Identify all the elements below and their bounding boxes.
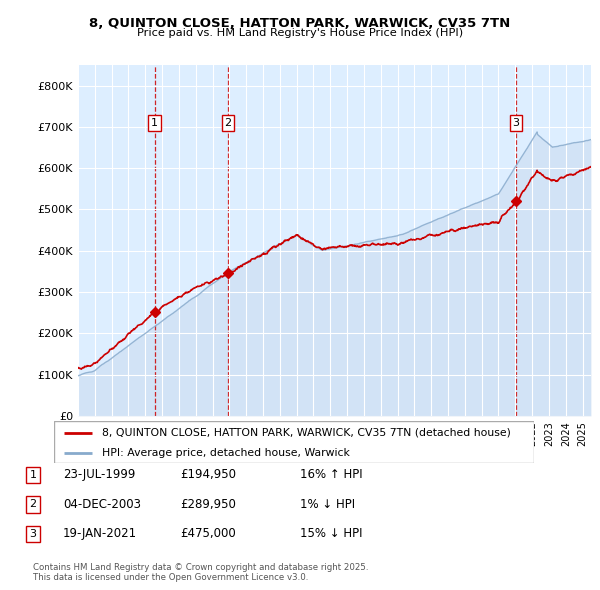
Text: £475,000: £475,000 (180, 527, 236, 540)
Text: Contains HM Land Registry data © Crown copyright and database right 2025.
This d: Contains HM Land Registry data © Crown c… (33, 563, 368, 582)
Text: 15% ↓ HPI: 15% ↓ HPI (300, 527, 362, 540)
Text: 19-JAN-2021: 19-JAN-2021 (63, 527, 137, 540)
Text: 16% ↑ HPI: 16% ↑ HPI (300, 468, 362, 481)
Text: 3: 3 (512, 118, 520, 128)
Text: 04-DEC-2003: 04-DEC-2003 (63, 498, 141, 511)
Text: 1% ↓ HPI: 1% ↓ HPI (300, 498, 355, 511)
Text: 3: 3 (29, 529, 37, 539)
Text: 2: 2 (224, 118, 232, 128)
Text: 23-JUL-1999: 23-JUL-1999 (63, 468, 136, 481)
Text: £194,950: £194,950 (180, 468, 236, 481)
Text: 8, QUINTON CLOSE, HATTON PARK, WARWICK, CV35 7TN (detached house): 8, QUINTON CLOSE, HATTON PARK, WARWICK, … (102, 428, 511, 438)
Text: 1: 1 (29, 470, 37, 480)
Text: £289,950: £289,950 (180, 498, 236, 511)
Text: 2: 2 (29, 500, 37, 509)
Text: HPI: Average price, detached house, Warwick: HPI: Average price, detached house, Warw… (102, 448, 350, 457)
Text: 8, QUINTON CLOSE, HATTON PARK, WARWICK, CV35 7TN: 8, QUINTON CLOSE, HATTON PARK, WARWICK, … (89, 17, 511, 30)
Text: 1: 1 (151, 118, 158, 128)
Text: Price paid vs. HM Land Registry's House Price Index (HPI): Price paid vs. HM Land Registry's House … (137, 28, 463, 38)
